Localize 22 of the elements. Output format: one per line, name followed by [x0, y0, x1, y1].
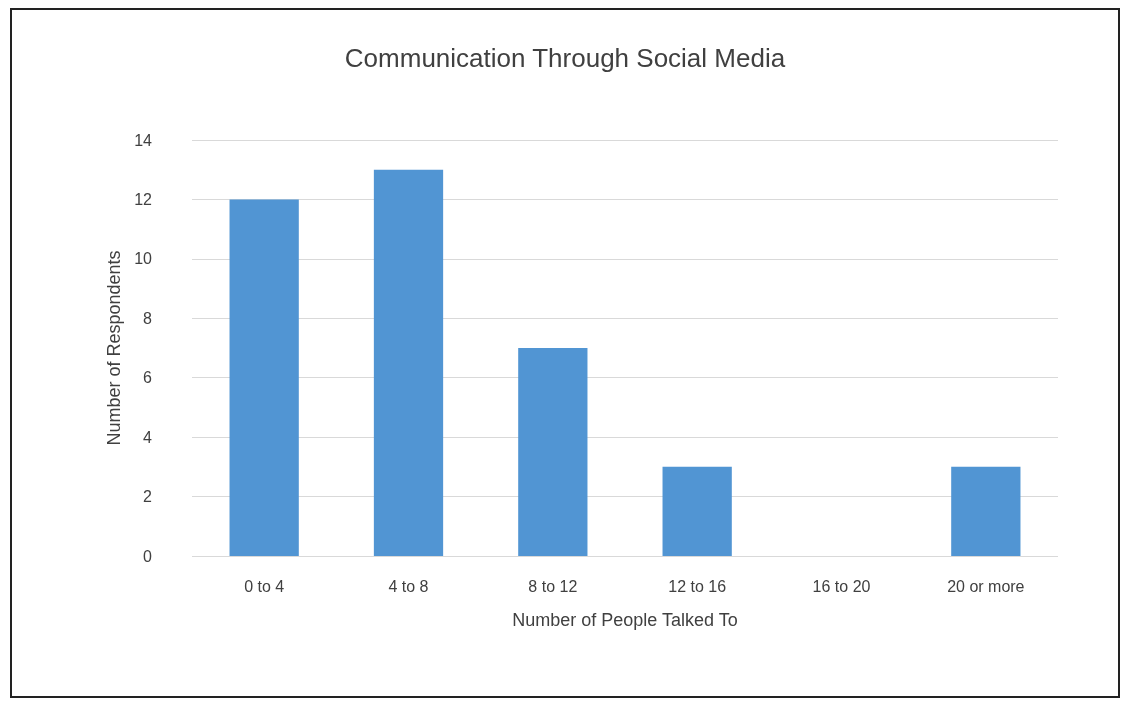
x-tick-label: 4 to 8 [387, 577, 429, 595]
y-axis-title: Number of Respondents [103, 250, 124, 446]
y-tick-label: 6 [142, 369, 152, 387]
y-tick-label: 2 [142, 488, 152, 506]
y-tick-label: 0 [142, 547, 152, 565]
y-tick-label: 8 [142, 309, 152, 327]
y-tick-label: 12 [133, 190, 152, 208]
y-tick-label: 14 [133, 131, 152, 149]
x-tick-label: 8 to 12 [527, 577, 577, 595]
x-axis-title: Number of People Talked To [511, 610, 738, 630]
x-tick-label: 16 to 20 [812, 577, 871, 595]
bar [373, 169, 443, 556]
x-tick-label: 12 to 16 [667, 577, 726, 595]
bar [662, 466, 732, 556]
bar [229, 199, 299, 556]
y-tick-label: 4 [142, 428, 152, 446]
x-tick-label: 0 to 4 [243, 577, 284, 595]
y-tick-label: 10 [133, 250, 152, 268]
bar [950, 466, 1020, 556]
bar [517, 348, 587, 556]
x-tick-label: 20 or more [946, 577, 1025, 595]
chart-title: Communication Through Social Media [344, 43, 786, 73]
